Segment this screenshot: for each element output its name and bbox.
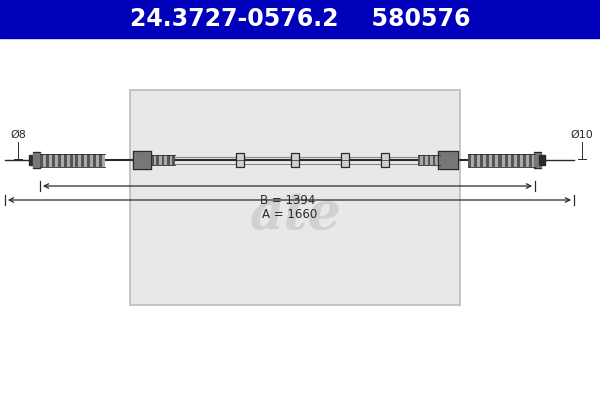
Bar <box>61 154 64 166</box>
Bar <box>102 154 105 166</box>
Bar <box>161 155 164 165</box>
Text: A = 1660: A = 1660 <box>262 208 317 221</box>
Bar <box>151 155 154 165</box>
Bar <box>480 154 483 166</box>
Bar <box>96 154 99 166</box>
Bar <box>40 154 43 166</box>
Bar <box>511 154 514 166</box>
Bar <box>468 154 471 166</box>
Bar <box>477 154 480 166</box>
Bar <box>433 155 435 165</box>
Bar <box>43 154 46 166</box>
Bar <box>483 154 486 166</box>
Bar <box>539 155 545 165</box>
Bar <box>526 154 529 166</box>
Bar <box>523 154 526 166</box>
Bar <box>64 154 67 166</box>
Bar <box>418 155 421 165</box>
Bar <box>532 154 535 166</box>
Bar <box>93 154 96 166</box>
Bar <box>73 154 76 166</box>
Bar <box>172 155 175 165</box>
Bar <box>70 154 73 166</box>
Bar <box>87 154 90 166</box>
Text: Ø10: Ø10 <box>571 130 593 140</box>
Bar <box>159 155 161 165</box>
Bar <box>534 152 541 168</box>
Bar <box>514 154 517 166</box>
Bar <box>428 155 430 165</box>
Bar <box>471 154 474 166</box>
Bar <box>90 154 93 166</box>
Bar <box>505 154 508 166</box>
Bar <box>157 155 159 165</box>
Bar <box>438 151 458 169</box>
Bar <box>435 155 437 165</box>
Bar <box>529 154 532 166</box>
Bar <box>133 151 151 169</box>
Bar <box>85 154 87 166</box>
Bar <box>493 154 496 166</box>
Bar <box>423 155 425 165</box>
Bar <box>517 154 520 166</box>
Bar <box>130 90 460 305</box>
Bar <box>67 154 70 166</box>
Bar <box>167 155 170 165</box>
Bar <box>291 153 299 167</box>
Text: ate: ate <box>249 190 341 240</box>
Bar <box>33 152 40 168</box>
Bar <box>52 154 55 166</box>
Bar <box>79 154 82 166</box>
Bar <box>341 153 349 167</box>
Bar <box>236 153 244 167</box>
Bar <box>46 154 49 166</box>
Bar <box>474 154 477 166</box>
Bar <box>490 154 493 166</box>
Text: 24.3727-0576.2    580576: 24.3727-0576.2 580576 <box>130 7 470 31</box>
Bar <box>0 0 600 38</box>
Bar <box>496 154 499 166</box>
Bar <box>502 154 505 166</box>
Bar <box>170 155 172 165</box>
Bar <box>99 154 102 166</box>
Bar <box>58 154 61 166</box>
Bar <box>381 153 389 167</box>
Bar <box>508 154 511 166</box>
Bar <box>154 155 157 165</box>
Bar <box>499 154 502 166</box>
Bar <box>164 155 167 165</box>
Bar <box>76 154 79 166</box>
Bar <box>55 154 58 166</box>
Text: Ø8: Ø8 <box>10 130 26 140</box>
Text: B = 1394: B = 1394 <box>260 194 315 207</box>
Bar <box>29 155 35 165</box>
Bar <box>49 154 52 166</box>
Bar <box>421 155 423 165</box>
Bar <box>430 155 433 165</box>
Bar <box>82 154 85 166</box>
Bar <box>486 154 490 166</box>
Bar <box>520 154 523 166</box>
Bar <box>425 155 428 165</box>
Bar <box>437 155 440 165</box>
